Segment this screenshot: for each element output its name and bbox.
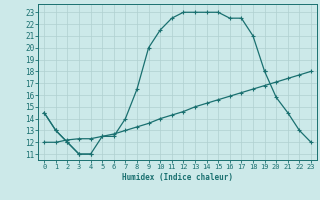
- X-axis label: Humidex (Indice chaleur): Humidex (Indice chaleur): [122, 173, 233, 182]
